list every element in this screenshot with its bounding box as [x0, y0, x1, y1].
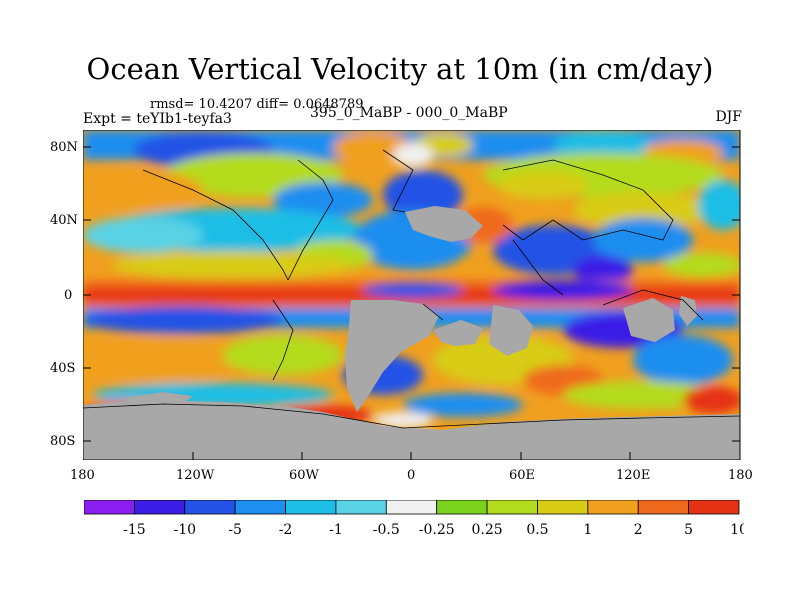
- colorbar-label: -5: [228, 522, 242, 538]
- colorbar-cell: [335, 500, 387, 515]
- colorbar-cell: [385, 500, 438, 515]
- colorbar-label: 1: [583, 522, 592, 538]
- colorbar-cell: [587, 500, 639, 515]
- lon-tick-label: 120W: [176, 468, 215, 483]
- map-ticks: [83, 146, 740, 460]
- difference-label: 395_0_MaBP - 000_0_MaBP: [310, 105, 508, 121]
- colorbar-cell: [285, 500, 337, 515]
- lon-tick-label: 180: [70, 468, 95, 483]
- colorbar-label: -10: [173, 522, 196, 538]
- land-mask: [83, 206, 740, 460]
- lat-tick-label: 80N: [50, 140, 78, 155]
- colorbar-cell: [234, 500, 286, 515]
- colorbar-cell: [133, 500, 186, 515]
- colorbar: -15-10-5-2-1-0.5-0.250.250.51251015: [84, 500, 744, 538]
- lon-tick-label: 0: [407, 468, 416, 483]
- colorbar-label: 0.25: [471, 522, 502, 538]
- experiment-label: Expt = teYIb1-teyfa3: [83, 111, 232, 127]
- colorbar-label: 0.5: [526, 522, 548, 538]
- colorbar-label: -2: [279, 522, 293, 538]
- lon-tick-label: 60W: [289, 468, 319, 483]
- map-title: Ocean Vertical Velocity at 10m (in cm/da…: [86, 52, 714, 86]
- colorbar-cell: [486, 500, 538, 515]
- colorbar-label: 2: [634, 522, 643, 538]
- lon-tick-label: 120E: [616, 468, 651, 483]
- velocity-map: [83, 130, 741, 460]
- lat-tick-label: 80S: [50, 434, 76, 449]
- colorbar-label: 5: [684, 522, 693, 538]
- colorbar-label: -1: [329, 522, 343, 538]
- colorbar-cell: [84, 500, 135, 515]
- lon-tick-label: 60E: [509, 468, 536, 483]
- colorbar-label: -0.5: [373, 522, 400, 538]
- colorbar-label: 10: [730, 522, 744, 538]
- lat-tick-label: 40S: [50, 361, 76, 376]
- colorbar-cell: [637, 500, 690, 515]
- colorbar-cell: [436, 500, 488, 515]
- lat-tick-label: 40N: [50, 213, 78, 228]
- lon-tick-label: 180: [728, 468, 753, 483]
- colorbar-label: -15: [123, 522, 146, 538]
- season-label: DJF: [715, 109, 742, 125]
- coastlines: [83, 149, 740, 429]
- lat-tick-label: 0: [64, 288, 73, 303]
- colorbar-label: -0.25: [419, 522, 455, 538]
- stats-label: rmsd= 10.4207 diff= 0.0648789: [150, 97, 364, 112]
- colorbar-cell: [184, 500, 236, 515]
- colorbar-cell: [688, 500, 740, 515]
- colorbar-cell: [537, 500, 589, 515]
